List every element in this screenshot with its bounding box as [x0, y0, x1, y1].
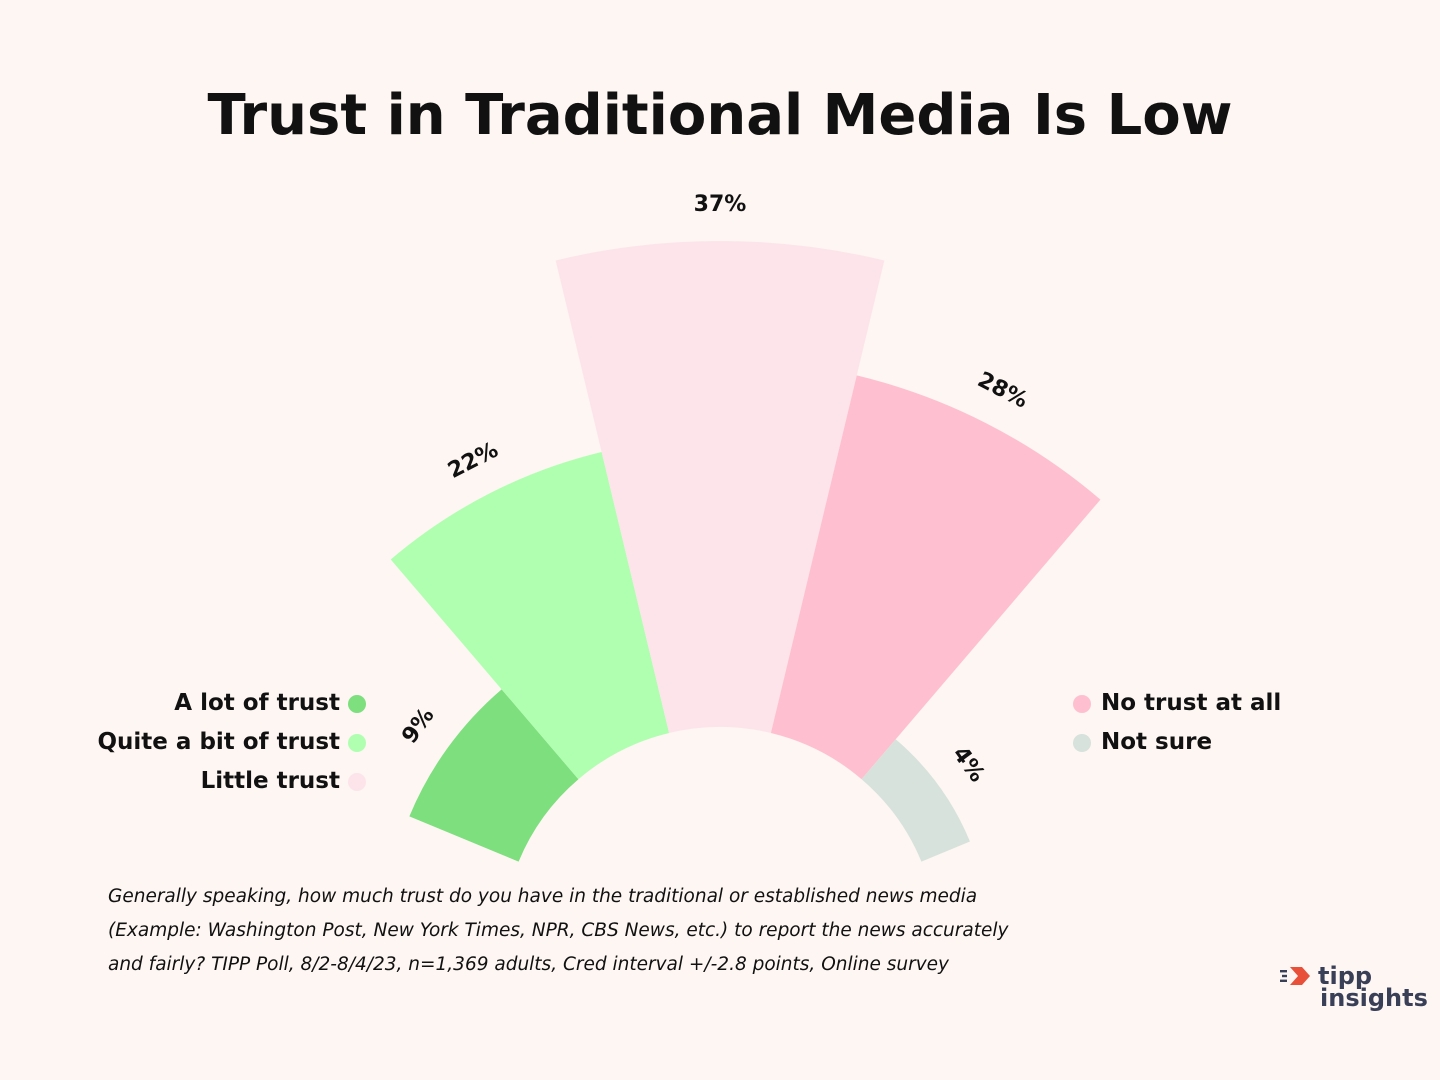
legend-label: Quite a bit of trust — [97, 729, 341, 755]
logo-mark-icon — [1280, 967, 1310, 985]
logo-word-tipp: tipp — [1318, 962, 1373, 990]
value-label: 4% — [947, 742, 989, 787]
legend-label: A lot of trust — [174, 690, 340, 716]
legend-label: Little trust — [200, 768, 340, 794]
chart-title: Trust in Traditional Media Is Low — [207, 83, 1233, 148]
footnote-line: (Example: Washington Post, New York Time… — [108, 920, 1009, 941]
survey-footnote: Generally speaking, how much trust do yo… — [108, 880, 1088, 982]
logo-word-insights: insights — [1320, 984, 1428, 1012]
legend-left: A lot of trust Quite a bit of trust Litt… — [97, 684, 366, 801]
value-label: 28% — [973, 367, 1031, 413]
legend-swatch — [1073, 694, 1091, 713]
bar-not-sure — [861, 739, 970, 862]
legend-label: No trust at all — [1101, 690, 1282, 716]
legend-item-a-lot-of-trust: A lot of trust — [98, 684, 366, 723]
legend-swatch — [348, 772, 366, 791]
legend-swatch — [1073, 733, 1091, 752]
legend-swatch — [348, 733, 366, 752]
legend-item-quite-a-bit-of-trust: Quite a bit of trust — [97, 723, 366, 762]
tipp-insights-logo: tipp insights — [1280, 962, 1430, 1018]
value-label: 22% — [444, 438, 502, 484]
value-label: 9% — [397, 703, 439, 748]
legend-item-no-trust-at-all: No trust at all — [1073, 684, 1281, 723]
bar-little-trust — [555, 240, 885, 734]
legend-right: No trust at all Not sure — [1073, 684, 1281, 762]
bar-a-lot-of-trust — [409, 689, 579, 862]
legend-swatch — [348, 694, 366, 713]
footnote-line: Generally speaking, how much trust do yo… — [108, 886, 978, 907]
footnote-line: and fairly? TIPP Poll, 8/2-8/4/23, n=1,3… — [108, 954, 949, 975]
legend-label: Not sure — [1101, 729, 1213, 755]
bar-quite-a-bit-of-trust — [390, 452, 670, 780]
legend-item-little-trust: Little trust — [98, 762, 366, 801]
bar-no-trust-at-all — [770, 375, 1101, 780]
value-label: 37% — [694, 192, 747, 217]
legend-item-not-sure: Not sure — [1073, 723, 1281, 762]
